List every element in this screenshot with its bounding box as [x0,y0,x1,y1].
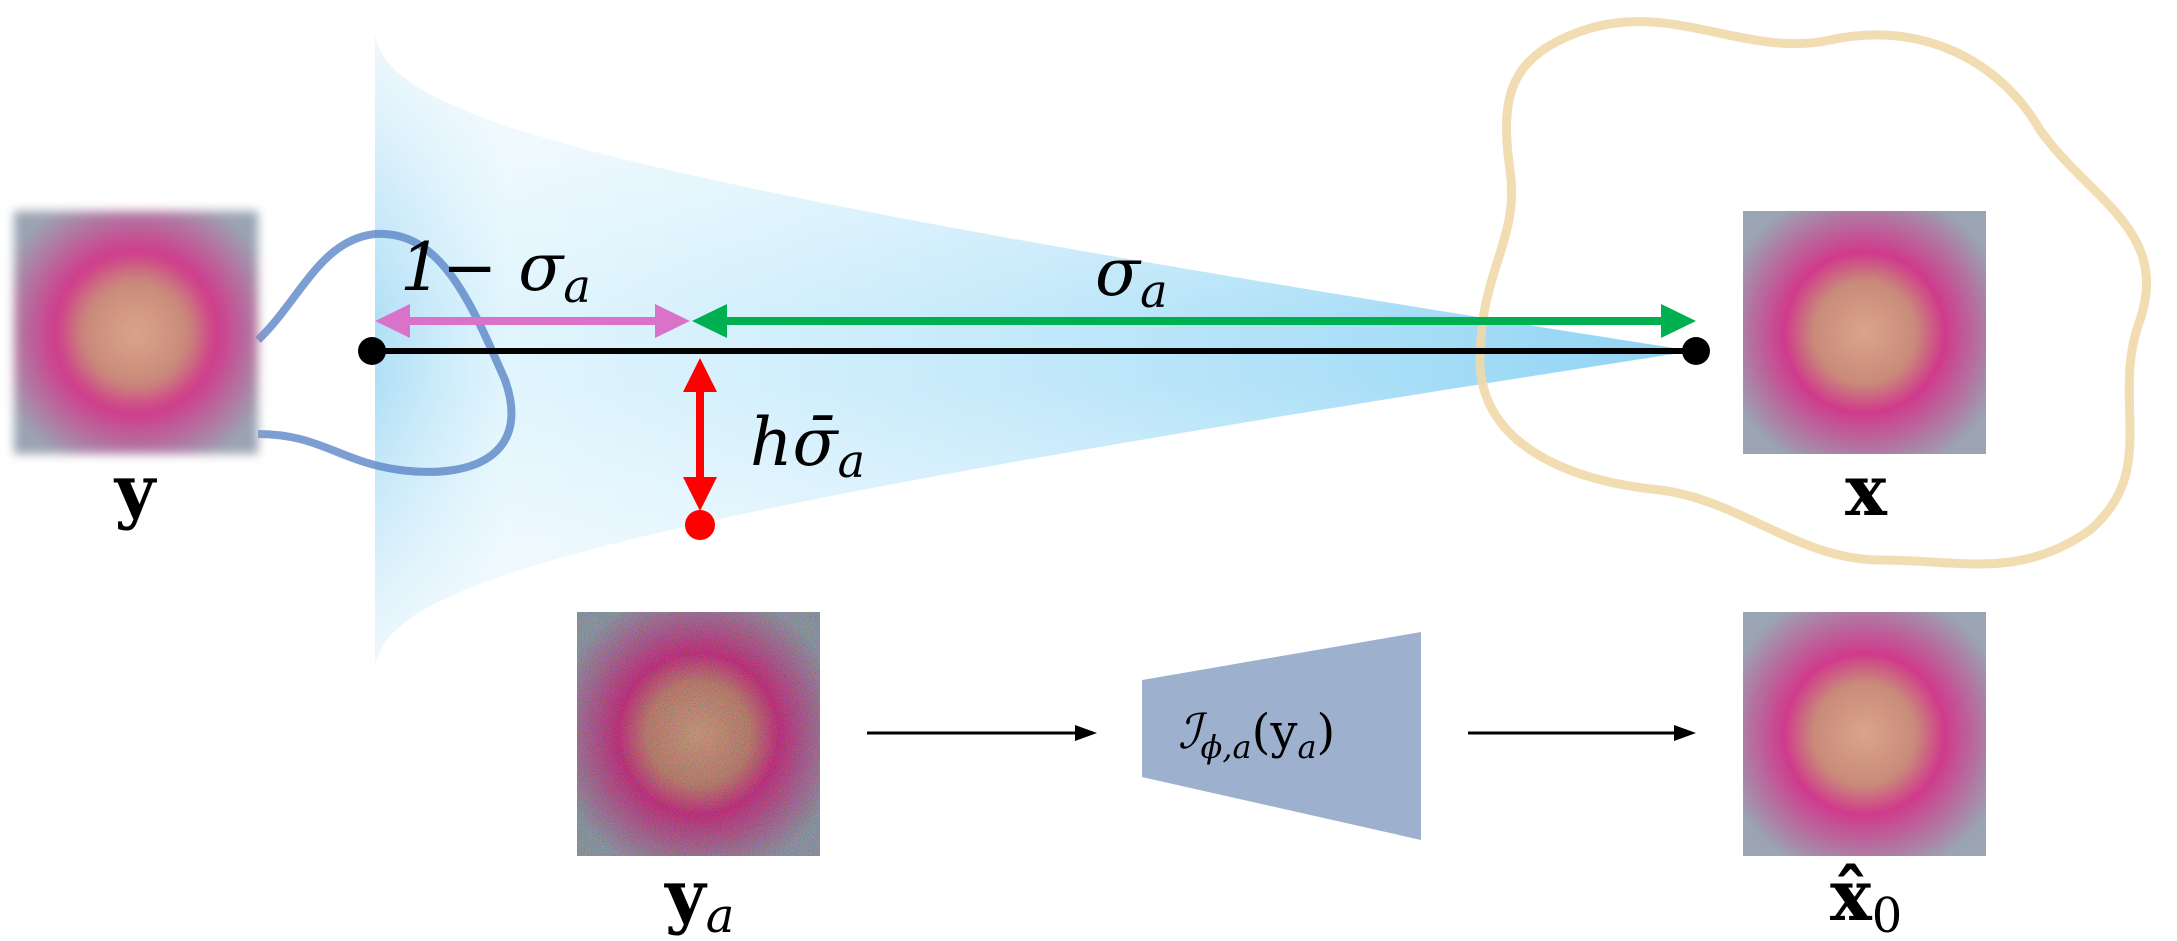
degraded-image [14,211,258,454]
label-one-minus-sigma: 1− σa [400,229,591,313]
label-text: 1− σ [400,229,565,306]
label-sub: a [838,434,865,488]
label-x0: x̂0 [1830,854,1902,941]
noisy-point [685,510,715,540]
label-x: x [1845,449,1888,532]
label-sub: 0 [1872,888,1903,941]
label-sub: a [1140,264,1167,318]
label-text: x [1845,449,1888,532]
noisy-image [577,612,820,856]
restored-image [1743,612,1986,856]
label-sub: a [706,888,735,941]
flow-arrowhead [1075,725,1097,741]
clean-image [1743,211,1986,454]
flow-arrowhead [1674,725,1696,741]
label-sigma: σa [1095,234,1168,318]
label-text: x̂ [1830,854,1873,937]
end-point [1682,337,1710,365]
label-text: ) [1317,704,1336,760]
green-arrowhead [1661,304,1696,338]
start-point [358,337,386,365]
label-text: (y [1252,704,1298,760]
label-y: y [114,449,158,532]
label-sub: ϕ,a [1201,728,1252,766]
label-text: σ [1095,234,1142,311]
label-sub: a [1297,728,1316,766]
page: y x 1− σa σa hσ̄a ya x̂0 ℐϕ,a(ya) (() =>… [0,0,2177,941]
label-sub: a [563,259,590,313]
label-text: y [664,854,708,937]
label-ya: ya [664,854,734,941]
diagram: y x 1− σa σa hσ̄a ya x̂0 ℐϕ,a(ya) [0,0,2177,941]
label-text: hσ̄ [750,404,840,481]
label-text: y [114,449,158,532]
